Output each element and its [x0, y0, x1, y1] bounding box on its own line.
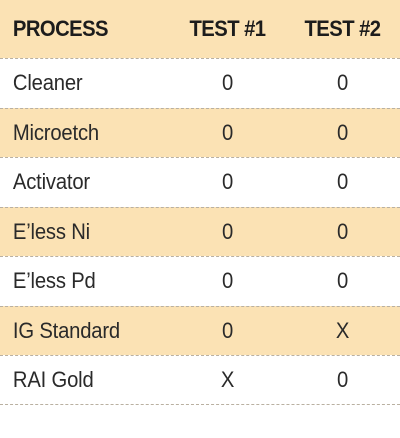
table-row: E’less Pd 0 0: [0, 256, 400, 306]
process-cell: Activator: [12, 169, 90, 195]
table-row: IG Standard 0 X: [0, 305, 400, 355]
table-row: Microetch 0 0: [0, 107, 400, 157]
test-1-cell: 0: [221, 119, 234, 145]
test-1-cell: X: [220, 366, 235, 392]
test-1-cell: 0: [221, 218, 234, 244]
test-1-cell: 0: [221, 70, 234, 96]
test-1-cell: 0: [221, 268, 234, 294]
header-test-1: TEST #1: [189, 16, 266, 41]
test-2-cell: 0: [336, 366, 349, 392]
header-process: PROCESS: [12, 16, 109, 41]
test-2-cell: 0: [336, 169, 349, 195]
test-2-cell: 0: [336, 218, 349, 244]
process-cell: E’less Pd: [12, 268, 96, 294]
table-row: RAI Gold X 0: [0, 355, 400, 405]
test-2-cell: 0: [336, 268, 349, 294]
process-cell: Cleaner: [12, 70, 83, 96]
header-test-2: TEST #2: [304, 16, 381, 41]
table-row: Cleaner 0 0: [0, 58, 400, 108]
process-cell: RAI Gold: [12, 366, 94, 392]
process-cell: IG Standard: [12, 317, 121, 343]
table-row: E’less Ni 0 0: [0, 206, 400, 256]
test-2-cell: 0: [336, 119, 349, 145]
test-2-cell: X: [335, 317, 350, 343]
test-2-cell: 0: [336, 70, 349, 96]
test-1-cell: 0: [221, 169, 234, 195]
process-cell: E’less Ni: [12, 218, 90, 244]
process-cell: Microetch: [12, 119, 99, 145]
table-header-row: PROCESS TEST #1 TEST #2: [0, 0, 400, 58]
test-1-cell: 0: [221, 317, 234, 343]
table-row: Activator 0 0: [0, 157, 400, 207]
